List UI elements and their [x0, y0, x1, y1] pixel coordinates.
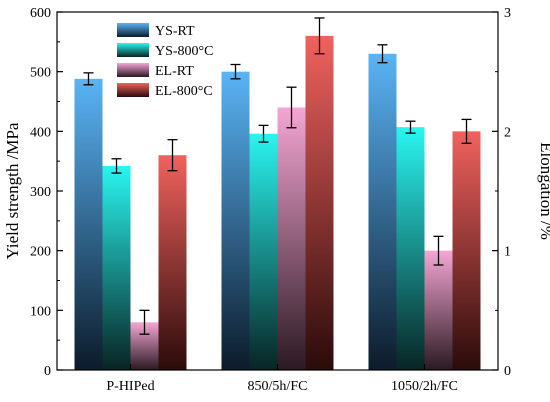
- y-tick-label: 600: [30, 6, 51, 21]
- y-axis-title: Yield strength /MPa: [3, 122, 22, 259]
- error-bar-ys-rt-1: [230, 63, 241, 80]
- error-bar-el-rt-0: [139, 309, 150, 335]
- error-bar-ys-rt-2: [377, 44, 388, 64]
- x-tick-label: 850/5h/FC: [248, 379, 308, 394]
- y2-tick-label: 2: [504, 125, 511, 140]
- x-tick-label: P-HIPed: [106, 379, 154, 394]
- bar-ys-800-c-0: [102, 165, 131, 370]
- legend-label: YS-RT: [155, 24, 195, 39]
- legend-swatch: [117, 43, 149, 57]
- y-tick-label: 0: [44, 364, 51, 379]
- error-bar-el-rt-2: [433, 235, 444, 266]
- y-tick-label: 500: [30, 66, 51, 81]
- y2-tick-label: 1: [504, 245, 511, 260]
- bar-el-800-c-1: [305, 35, 334, 370]
- bar-ys-800-c-1: [249, 133, 278, 370]
- legend: YS-RT YS-800°C EL-RT EL-800°C: [117, 23, 214, 99]
- bar-ys-800-c-2: [396, 127, 425, 370]
- error-bar-ys-800-c-2: [405, 120, 416, 134]
- error-bar-ys-800-c-1: [258, 124, 269, 143]
- legend-swatch: [117, 83, 149, 97]
- y-tick-label: 300: [30, 185, 51, 200]
- legend-swatch: [117, 23, 149, 37]
- error-bar-ys-rt-0: [83, 72, 94, 86]
- y-tick-label: 100: [30, 304, 51, 319]
- error-bar-el-800-c-2: [461, 118, 472, 144]
- bar-el-rt-2: [424, 250, 453, 370]
- bars-layer: [74, 35, 481, 371]
- axes-layer: 0 100 200 300 400 500 600 0 1 2 3 P-HIPed 850/5h/FC 1…: [30, 6, 511, 394]
- y2-tick-label: 3: [504, 6, 511, 21]
- y-tick-label: 200: [30, 245, 51, 260]
- y2-axis-title: Elongation /%: [537, 142, 550, 240]
- bar-el-800-c-2: [452, 131, 481, 370]
- legend-swatch: [117, 63, 149, 77]
- legend-label: YS-800°C: [155, 44, 214, 59]
- error-bar-el-800-c-1: [314, 17, 325, 55]
- bar-el-rt-1: [277, 107, 306, 370]
- legend-label: EL-RT: [155, 64, 194, 79]
- error-bar-el-800-c-0: [167, 139, 178, 172]
- error-bar-el-rt-1: [286, 86, 297, 129]
- x-tick-label: 1050/2h/FC: [391, 379, 458, 394]
- bar-ys-rt-1: [221, 71, 250, 371]
- y2-tick-label: 0: [504, 364, 511, 379]
- bar-el-800-c-0: [158, 155, 187, 370]
- error-bars-layer: [83, 17, 472, 335]
- error-bar-ys-800-c-0: [111, 158, 122, 174]
- bar-ys-rt-0: [74, 78, 103, 371]
- legend-label: EL-800°C: [155, 84, 213, 99]
- y-tick-label: 400: [30, 125, 51, 140]
- bar-ys-rt-2: [368, 53, 397, 371]
